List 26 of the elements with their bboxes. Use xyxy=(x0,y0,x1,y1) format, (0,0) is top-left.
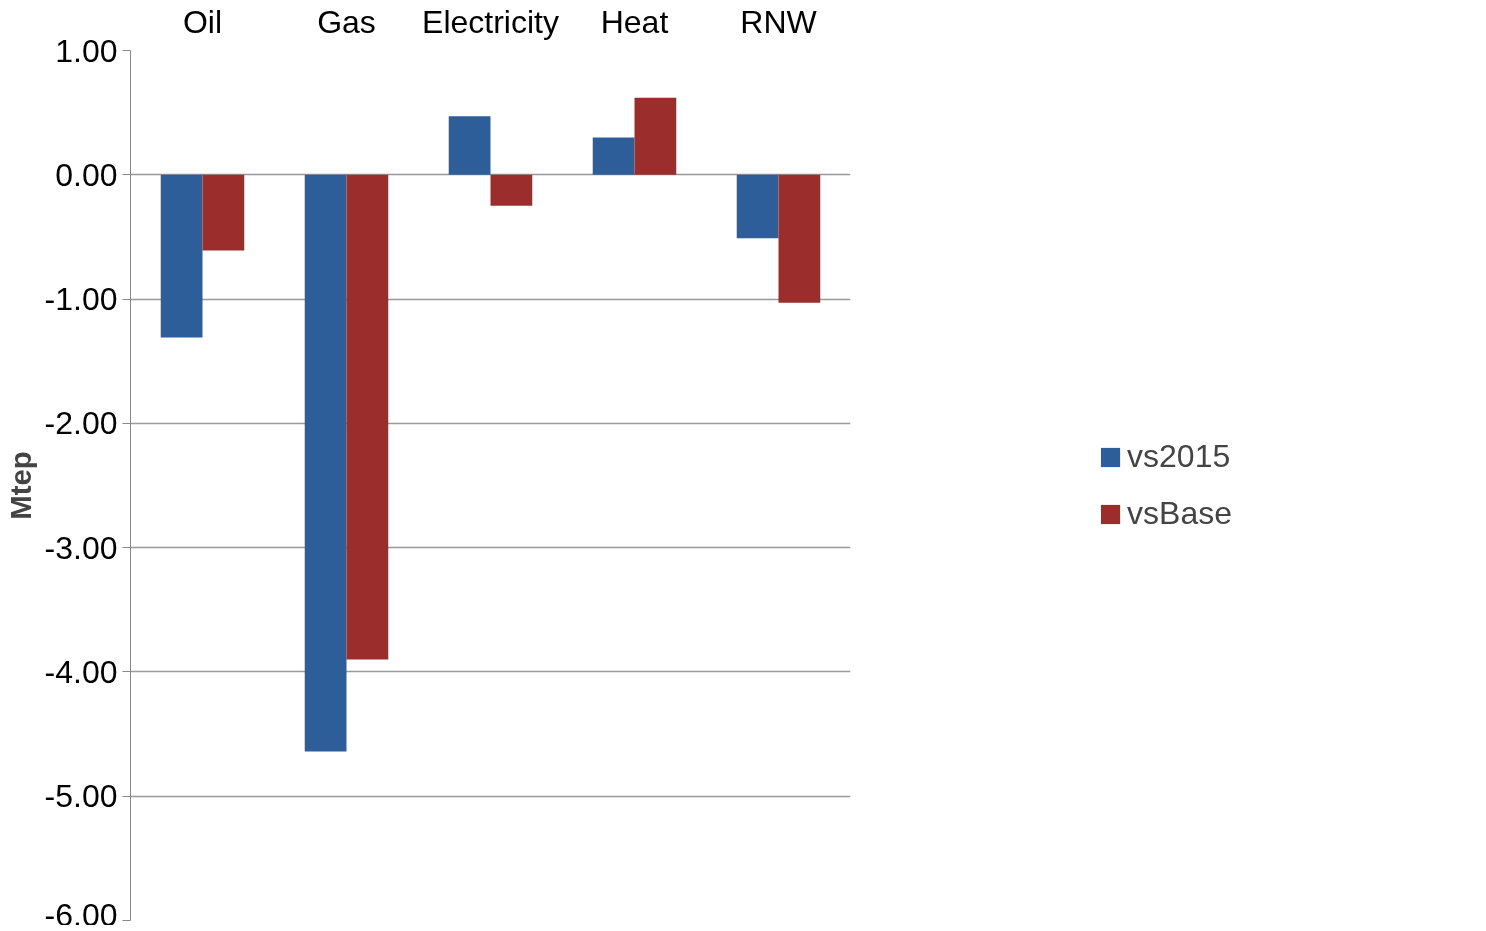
y-tick-label: -4.00 xyxy=(44,653,118,690)
bar xyxy=(592,137,635,175)
bar xyxy=(736,174,779,239)
y-tick-label: -3.00 xyxy=(44,529,118,566)
x-tick-label: Oil xyxy=(182,3,223,40)
bar xyxy=(202,174,245,251)
bar xyxy=(304,174,347,752)
y-tick-label: 0.00 xyxy=(55,156,118,193)
y-tick-label: -5.00 xyxy=(44,778,118,815)
bar xyxy=(778,174,821,303)
x-tick-label: Gas xyxy=(317,3,376,40)
y-tick-label: -1.00 xyxy=(44,281,118,318)
legend-label: vsBase xyxy=(1127,495,1232,532)
bar xyxy=(634,97,677,175)
bar xyxy=(346,174,389,660)
y-tick-label: -6.00 xyxy=(44,896,118,931)
legend-label: vs2015 xyxy=(1127,438,1231,475)
y-tick-label: -2.00 xyxy=(44,405,118,442)
x-tick-label: Electricity xyxy=(422,3,559,40)
bar xyxy=(160,174,203,338)
x-tick-label: RNW xyxy=(740,3,818,40)
bar xyxy=(448,116,491,175)
x-tick-label: Heat xyxy=(600,3,669,40)
bar xyxy=(490,174,533,206)
y-tick-label: 1.00 xyxy=(55,32,118,69)
y-axis-title: Mtep xyxy=(3,451,37,520)
